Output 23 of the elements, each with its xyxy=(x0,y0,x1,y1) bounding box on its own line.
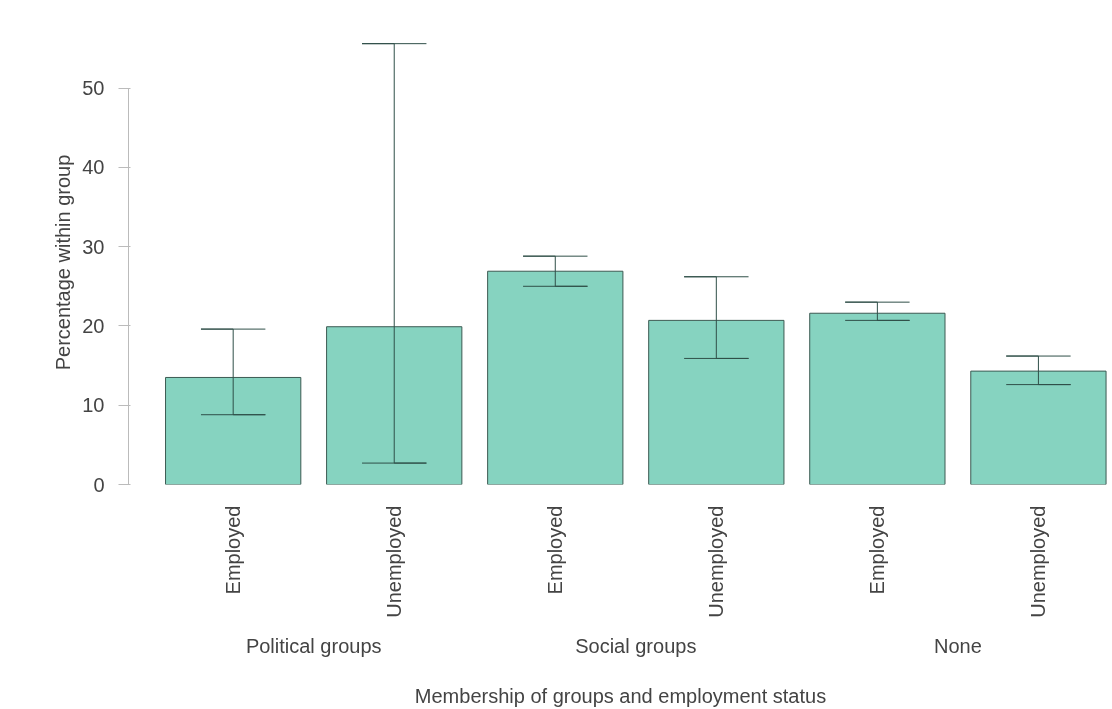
x-tick-label: Unemployed xyxy=(1027,505,1050,618)
bar xyxy=(809,312,946,485)
x-axis-title: Membership of groups and employment status xyxy=(414,684,827,707)
y-tick-label: 50 xyxy=(82,77,105,100)
bar xyxy=(165,376,302,485)
x-tick-label: Unemployed xyxy=(383,505,406,618)
text: Political groups xyxy=(245,634,382,657)
x-tick-label: Employed xyxy=(222,505,245,595)
y-tick-label: 40 xyxy=(82,156,105,179)
y-axis-title: Percentage within group xyxy=(52,154,75,371)
text: Social groups xyxy=(575,634,697,657)
y-tick-label: 0 xyxy=(93,473,105,496)
x-tick-label: Unemployed xyxy=(705,505,728,618)
y-tick-label: 20 xyxy=(82,314,105,337)
bar xyxy=(487,270,624,485)
x-tick-label: Employed xyxy=(544,505,567,595)
text: None xyxy=(933,634,982,657)
bar xyxy=(970,370,1107,485)
y-tick-label: 30 xyxy=(82,235,105,258)
y-tick-label: 10 xyxy=(82,394,105,417)
bar xyxy=(326,326,463,485)
x-tick-label: Employed xyxy=(866,505,889,595)
bar xyxy=(648,319,785,485)
